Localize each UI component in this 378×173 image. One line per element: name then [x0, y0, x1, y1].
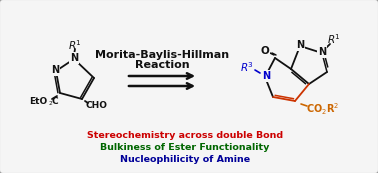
Text: CO$_2$R$^2$: CO$_2$R$^2$ — [306, 101, 340, 117]
Text: N: N — [296, 40, 304, 50]
Text: CHO: CHO — [85, 101, 107, 110]
Text: $R^3$: $R^3$ — [240, 60, 254, 74]
Text: Stereochemistry across double Bond: Stereochemistry across double Bond — [87, 131, 283, 140]
Text: O: O — [260, 46, 270, 56]
Text: N: N — [70, 53, 78, 63]
Text: N: N — [51, 65, 59, 75]
Text: $R^1$: $R^1$ — [68, 38, 82, 52]
Text: N: N — [318, 47, 326, 57]
Text: $R^1$: $R^1$ — [327, 32, 341, 46]
Text: Nucleophilicity of Amine: Nucleophilicity of Amine — [120, 156, 250, 165]
Text: C: C — [52, 97, 58, 106]
Text: Bulkiness of Ester Functionality: Bulkiness of Ester Functionality — [100, 143, 270, 153]
Text: EtO: EtO — [29, 97, 47, 106]
Text: Morita-Baylis-Hillman: Morita-Baylis-Hillman — [95, 50, 229, 60]
Text: Reaction: Reaction — [135, 60, 189, 70]
Text: N: N — [262, 71, 270, 81]
Text: $_2$: $_2$ — [48, 99, 54, 108]
